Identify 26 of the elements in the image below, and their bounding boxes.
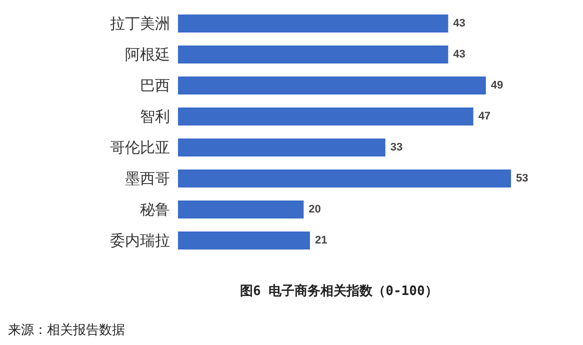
y-tick-label: 秘鲁 xyxy=(140,200,170,218)
y-tick-label: 巴西 xyxy=(140,76,170,94)
data-label: 21 xyxy=(314,234,328,246)
bar xyxy=(178,14,448,32)
bar xyxy=(178,138,386,156)
data-label: 43 xyxy=(453,48,466,60)
y-tick-label: 哥伦比亚 xyxy=(110,138,170,156)
y-tick-label: 墨西哥 xyxy=(125,170,170,188)
source-note: 来源：相关报告数据 xyxy=(8,323,125,338)
y-tick-label: 拉丁美洲 xyxy=(110,14,170,32)
data-label: 53 xyxy=(516,172,528,184)
bar xyxy=(178,170,512,188)
data-label: 43 xyxy=(453,18,466,30)
y-tick-label: 委内瑞拉 xyxy=(110,232,170,250)
bar xyxy=(178,232,310,250)
y-tick-label: 智利 xyxy=(140,108,170,126)
data-label: 47 xyxy=(478,110,491,122)
data-label: 33 xyxy=(390,142,403,154)
bar xyxy=(178,46,448,64)
bar xyxy=(178,76,486,94)
bar xyxy=(178,108,474,126)
text: 图6 电子商务相关指数（0-100） xyxy=(240,283,438,299)
data-label: 20 xyxy=(308,204,321,216)
data-label: 49 xyxy=(490,80,504,92)
y-tick-label: 阿根廷 xyxy=(125,46,170,64)
bar xyxy=(178,200,304,218)
